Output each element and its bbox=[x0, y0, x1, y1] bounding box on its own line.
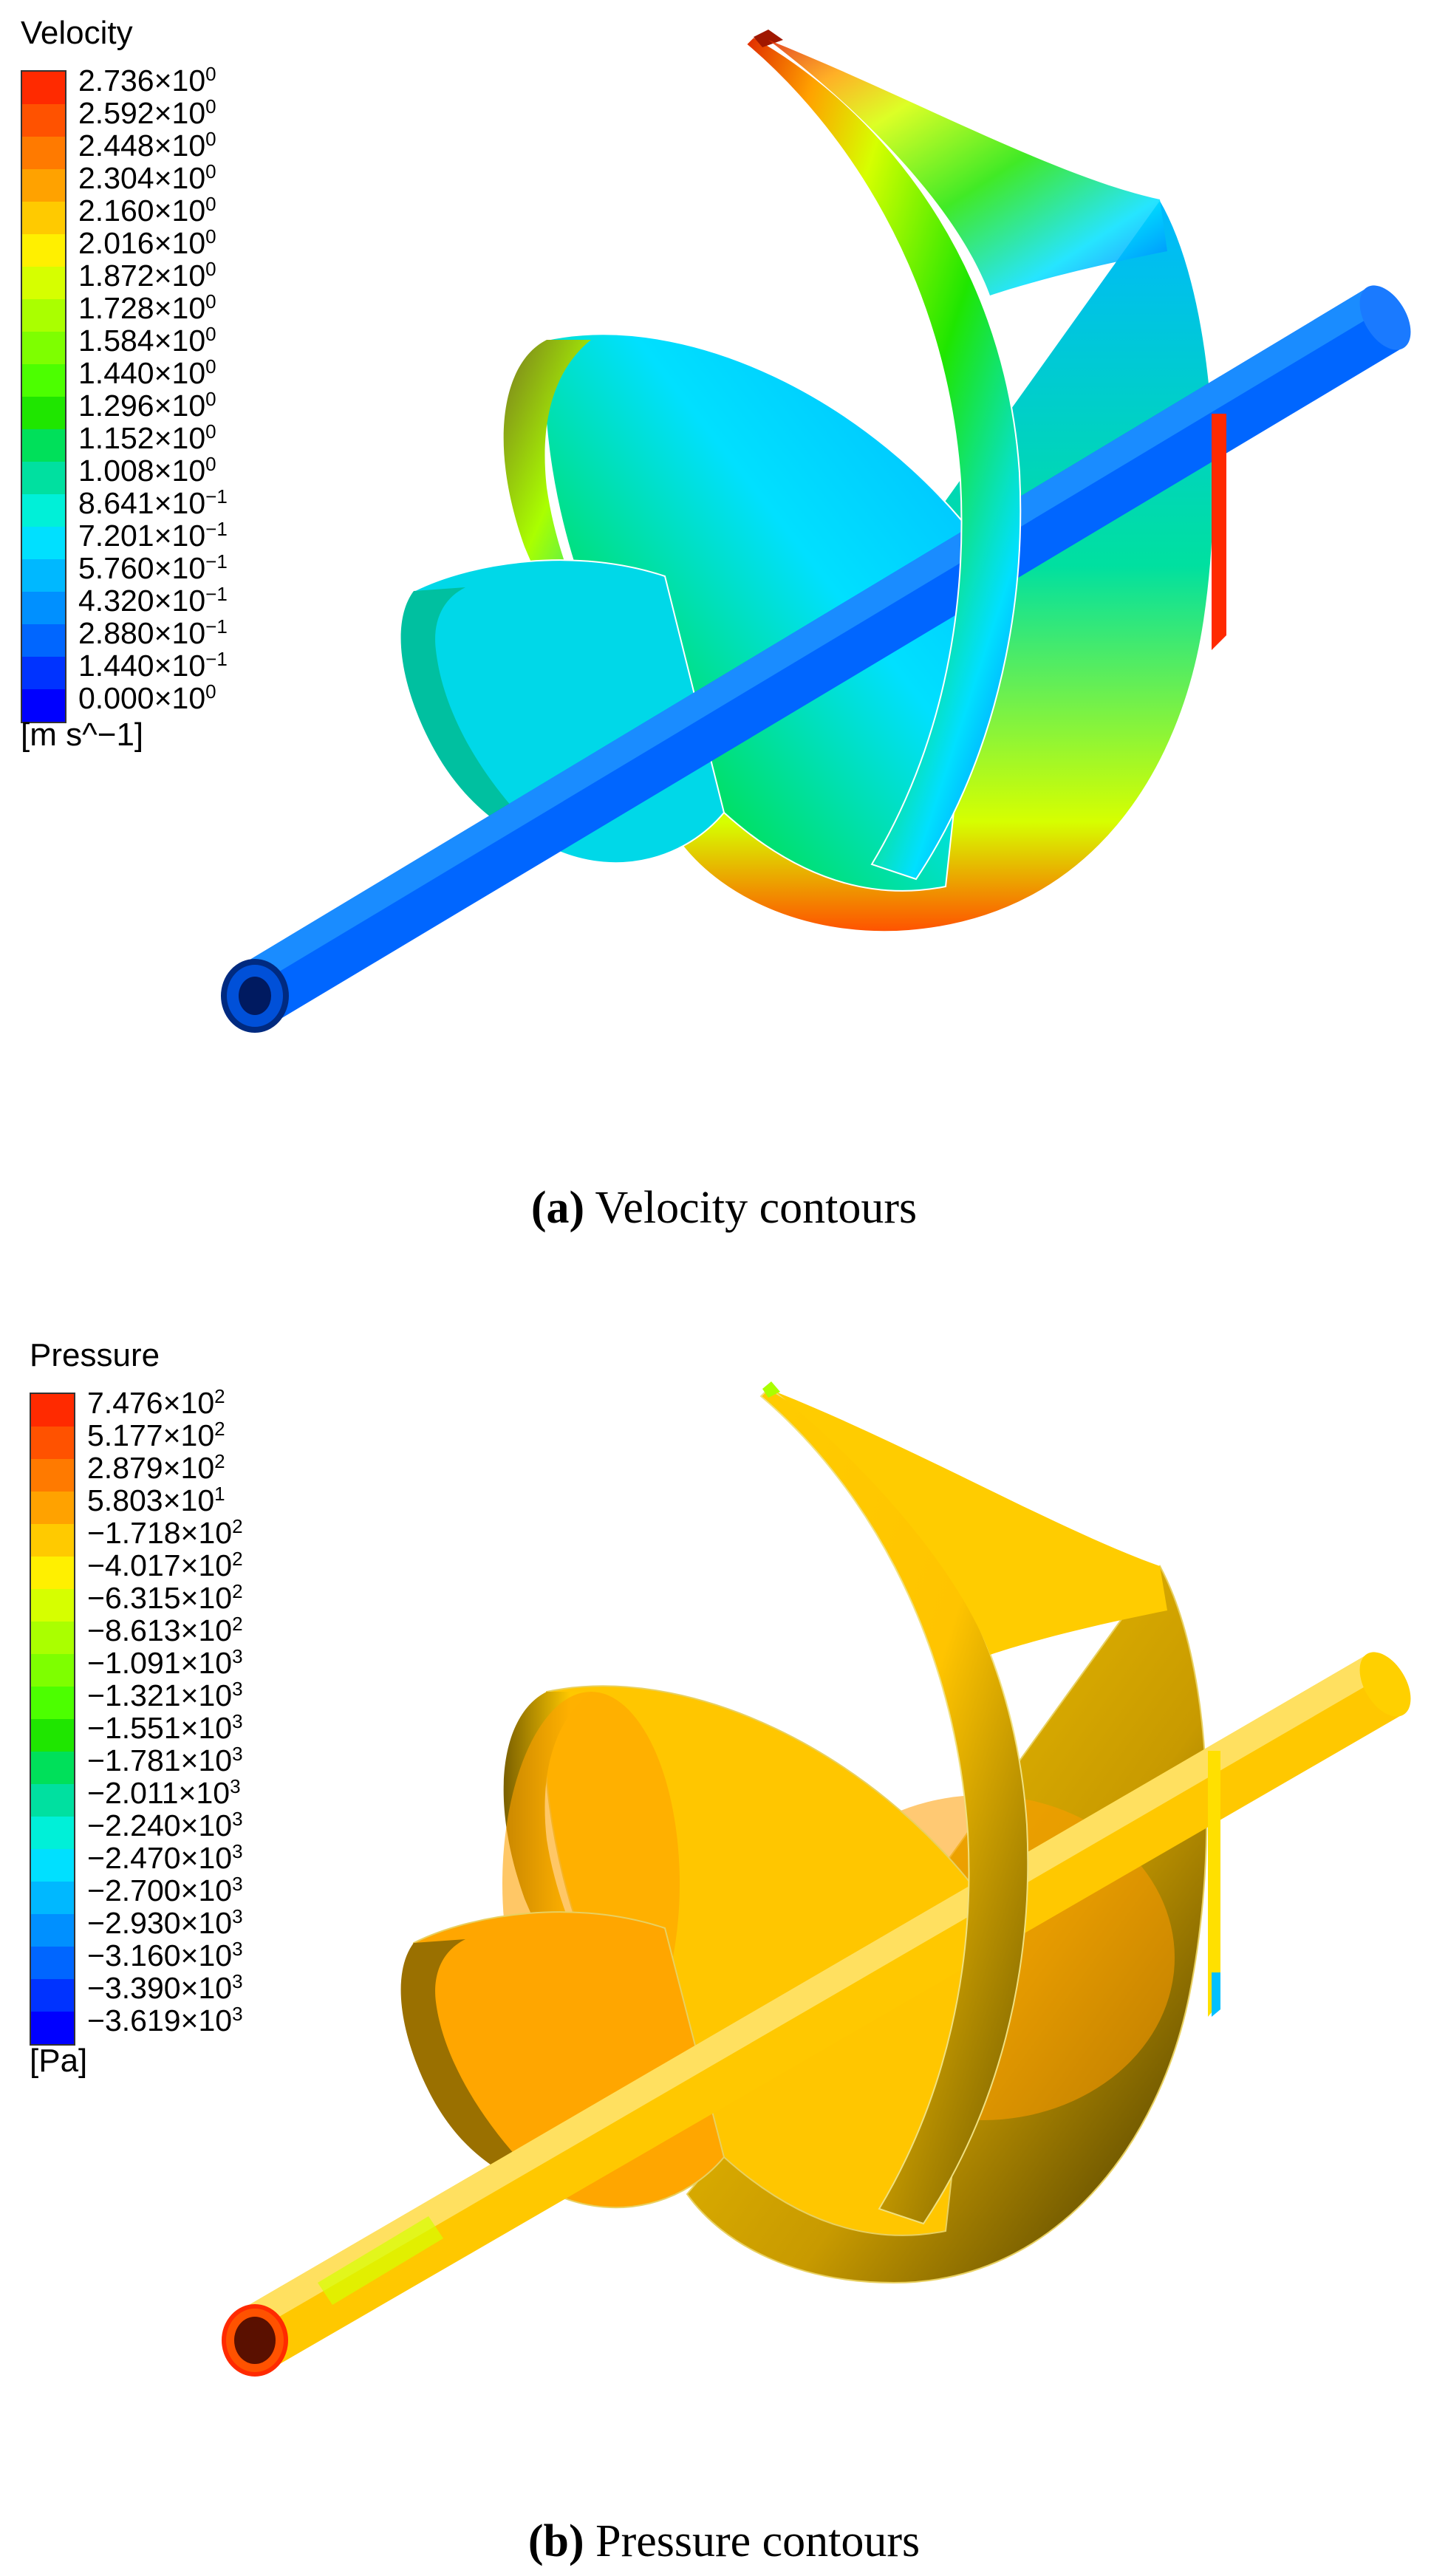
velocity-legend-labels: 2.736×100 2.592×100 2.448×100 2.304×100 2.16… bbox=[78, 58, 228, 715]
legend-tick-label: 0.000×100 bbox=[78, 680, 216, 715]
colorbar-swatch bbox=[31, 1427, 74, 1459]
colorbar-swatch bbox=[31, 1687, 74, 1719]
colorbar-swatch bbox=[31, 1622, 74, 1654]
colorbar-swatch bbox=[31, 1719, 74, 1752]
legend-title-velocity: Velocity bbox=[21, 15, 133, 51]
legend-title-pressure: Pressure bbox=[30, 1337, 160, 1373]
velocity-contour-render bbox=[221, 30, 1411, 1033]
colorbar-swatch bbox=[31, 1947, 74, 1979]
colorbar-swatch bbox=[22, 137, 65, 169]
caption-b-text: Pressure contours bbox=[584, 2516, 921, 2566]
pressure-unit-label: [Pa] bbox=[30, 2043, 88, 2079]
pressure-contour-render bbox=[222, 1381, 1411, 2377]
legend-tick-label: 2.016×100 bbox=[78, 225, 216, 260]
legend-tick-label: 8.641×10−1 bbox=[78, 485, 228, 520]
colorbar-swatch bbox=[22, 462, 65, 494]
pressure-legend-labels: 7.476×102 5.177×102 2.879×102 5.803×101 −1.7… bbox=[87, 1380, 243, 2037]
colorbar-swatch bbox=[22, 527, 65, 559]
colorbar-swatch bbox=[31, 1654, 74, 1687]
caption-a-text: Velocity contours bbox=[584, 1183, 918, 1233]
colorbar-swatch bbox=[31, 1752, 74, 1784]
colorbar-swatch bbox=[31, 1849, 74, 1882]
colorbar-swatch bbox=[22, 364, 65, 397]
legend-tick-label: 1.872×100 bbox=[78, 258, 216, 293]
caption-b: (b) Pressure contours bbox=[0, 2515, 1448, 2568]
colorbar-swatch bbox=[31, 1914, 74, 1947]
colorbar-swatch bbox=[31, 2012, 74, 2044]
caption-b-label: (b) bbox=[527, 2516, 584, 2566]
colorbar-swatch bbox=[31, 1979, 74, 2012]
pressure-colorbar bbox=[30, 1393, 75, 2046]
caption-a-label: (a) bbox=[530, 1183, 585, 1233]
colorbar-swatch bbox=[31, 1589, 74, 1622]
legend-tick-label: 2.592×100 bbox=[78, 95, 216, 130]
legend-tick-label: 1.584×100 bbox=[78, 323, 216, 358]
legend-tick-label: 1.152×100 bbox=[78, 420, 216, 455]
colorbar-swatch bbox=[22, 169, 65, 202]
colorbar-swatch bbox=[22, 494, 65, 527]
legend-tick-label: 2.304×100 bbox=[78, 160, 216, 195]
colorbar-swatch bbox=[31, 1817, 74, 1849]
legend-tick-label: 2.736×100 bbox=[78, 63, 216, 98]
legend-tick-label: 7.201×10−1 bbox=[78, 518, 228, 553]
legend-tick-label: 1.296×100 bbox=[78, 388, 216, 423]
colorbar-swatch bbox=[22, 592, 65, 624]
legend-tick-label: 4.320×10−1 bbox=[78, 583, 228, 618]
velocity-colorbar bbox=[21, 70, 66, 723]
velocity-unit-label: [m s^−1] bbox=[21, 717, 144, 753]
colorbar-swatch bbox=[31, 1459, 74, 1492]
colorbar-swatch bbox=[22, 657, 65, 689]
colorbar-swatch bbox=[22, 559, 65, 592]
colorbar-swatch bbox=[22, 72, 65, 104]
figure-panel-b: Pressure 7.476×102 5.177×102 2.879×102 5.80… bbox=[0, 1322, 1448, 2576]
colorbar-swatch bbox=[22, 624, 65, 657]
colorbar-swatch bbox=[31, 1784, 74, 1817]
colorbar-swatch bbox=[22, 299, 65, 332]
legend-tick-label: 1.440×100 bbox=[78, 355, 216, 390]
colorbar-swatch bbox=[31, 1394, 74, 1427]
colorbar-swatch bbox=[22, 234, 65, 267]
legend-tick-label: 1.728×100 bbox=[78, 290, 216, 325]
legend-tick-label: 2.880×10−1 bbox=[78, 615, 228, 650]
legend-tick-label: 1.008×100 bbox=[78, 453, 216, 488]
colorbar-swatch bbox=[22, 202, 65, 234]
legend-tick-label: 1.440×10−1 bbox=[78, 648, 228, 683]
colorbar-swatch bbox=[22, 429, 65, 462]
colorbar-swatch bbox=[22, 332, 65, 364]
colorbar-swatch bbox=[22, 104, 65, 137]
caption-a: (a) Velocity contours bbox=[0, 1182, 1448, 1234]
colorbar-swatch bbox=[22, 689, 65, 722]
legend-tick-label: 2.160×100 bbox=[78, 193, 216, 228]
colorbar-swatch bbox=[31, 1557, 74, 1589]
colorbar-swatch bbox=[22, 397, 65, 429]
colorbar-swatch bbox=[31, 1524, 74, 1557]
figure-panel-a: Velocity 2.736×100 2.592×100 2.448×100 2.30… bbox=[0, 0, 1448, 1285]
legend-tick-label: 5.760×10−1 bbox=[78, 550, 228, 585]
colorbar-swatch bbox=[31, 1492, 74, 1524]
colorbar-swatch bbox=[22, 267, 65, 299]
legend-tick-label: 2.448×100 bbox=[78, 128, 216, 163]
colorbar-swatch bbox=[31, 1882, 74, 1914]
